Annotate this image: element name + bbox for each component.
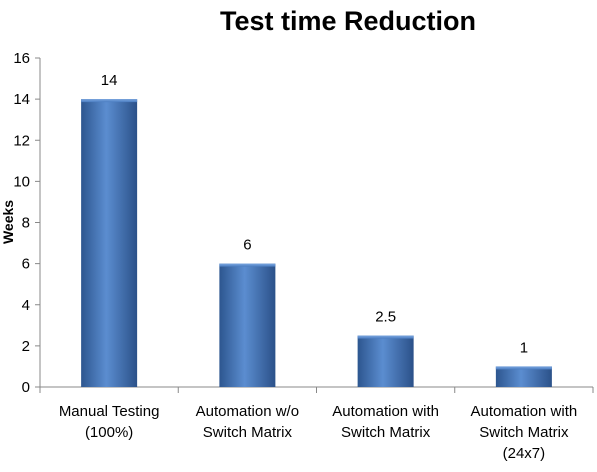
- bar: [495, 366, 552, 387]
- y-tick-label: 10: [13, 173, 30, 190]
- bar-cap: [219, 263, 276, 267]
- y-tick-label: 0: [22, 379, 30, 396]
- data-label: 14: [101, 72, 118, 89]
- bar-body: [495, 366, 552, 387]
- bar-cap: [357, 335, 414, 339]
- bar-cap: [495, 366, 552, 370]
- y-tick-label: 12: [13, 132, 30, 149]
- data-label: 6: [243, 237, 251, 254]
- y-tick-label: 4: [22, 297, 30, 314]
- bars: [81, 99, 552, 387]
- category-label: (100%): [85, 424, 133, 441]
- y-tick-label: 16: [13, 50, 30, 67]
- y-axis-label: Weeks: [0, 200, 16, 244]
- bar-body: [357, 335, 414, 387]
- chart-title: Test time Reduction: [220, 6, 476, 36]
- bar: [219, 263, 276, 387]
- labels: 14 Manual Testing (100%) 6 Automation w/o Swi…: [59, 72, 577, 462]
- y-tick-label: 8: [22, 215, 30, 232]
- bar: [81, 99, 138, 387]
- data-label: 2.5: [375, 309, 396, 326]
- category-label: Automation with: [332, 403, 439, 420]
- y-tick-label: 6: [22, 256, 30, 273]
- data-label: 1: [520, 339, 528, 356]
- y-tick-label: 2: [22, 338, 30, 355]
- category-label: Manual Testing: [59, 403, 160, 420]
- bar-body: [81, 99, 138, 387]
- y-tick-label: 14: [13, 91, 30, 108]
- category-label: Switch Matrix: [341, 424, 431, 441]
- bar-cap: [81, 99, 138, 103]
- bar: [357, 335, 414, 387]
- bar-body: [219, 263, 276, 387]
- category-label: Switch Matrix: [203, 424, 293, 441]
- category-label: Automation with: [471, 403, 578, 420]
- category-label: Switch Matrix: [479, 424, 569, 441]
- category-label: (24x7): [503, 445, 546, 462]
- category-label: Automation w/o: [196, 403, 299, 420]
